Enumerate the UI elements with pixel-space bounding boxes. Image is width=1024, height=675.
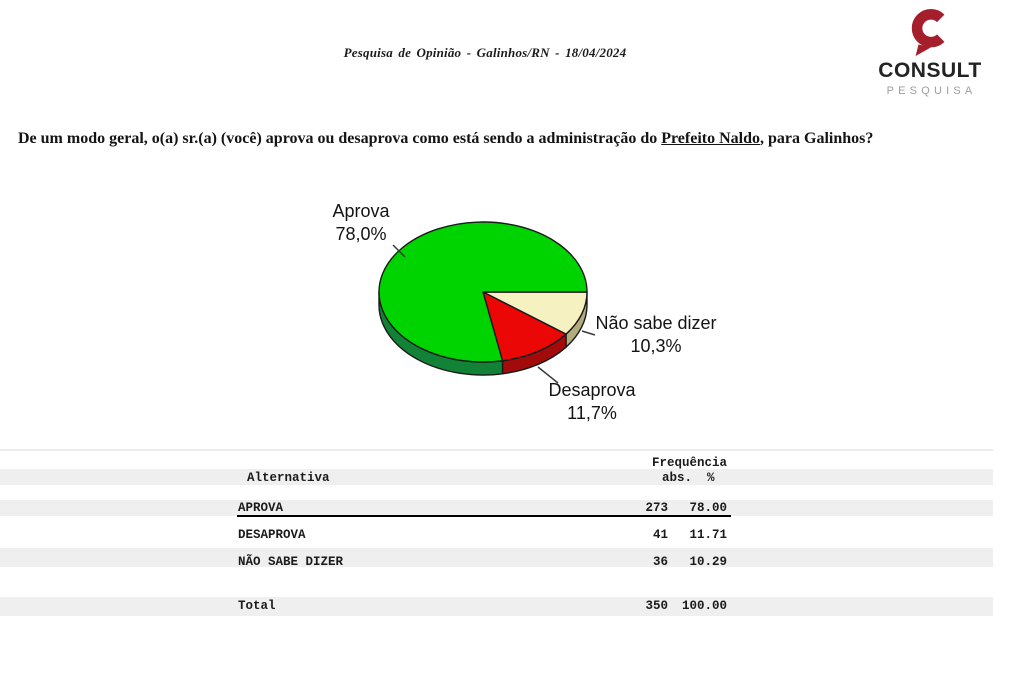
row-aprova-label: APROVA bbox=[238, 501, 284, 515]
row-nao-sabe-label: NÃO SABE DIZER bbox=[238, 555, 344, 569]
row-desaprova-pct: 11.71 bbox=[689, 528, 727, 542]
pie-slice-aprova bbox=[378, 221, 588, 363]
logo-name: CONSULT bbox=[878, 59, 982, 82]
question-suffix: , para Galinhos? bbox=[760, 130, 874, 147]
pie-label-desaprova: Desaprova 11,7% bbox=[538, 379, 646, 425]
table-row-stripe-total bbox=[0, 597, 993, 616]
pie-label-aprova-pct: 78,0% bbox=[335, 224, 387, 244]
pie-side-aprova bbox=[378, 291, 504, 376]
pie-label-desaprova-text: Desaprova bbox=[548, 380, 636, 400]
row-nao-sabe-pct: 10.29 bbox=[689, 555, 727, 569]
pie-side-nao-sabe-dizer bbox=[565, 291, 588, 348]
survey-question: De um modo geral, o(a) sr.(a) (você) apr… bbox=[18, 130, 1018, 148]
row-nao-sabe-abs: 36 bbox=[652, 555, 668, 569]
pie-label-nao-sabe-dizer-pct: 10,3% bbox=[630, 336, 682, 356]
pie-label-aprova: Aprova 78,0% bbox=[314, 200, 408, 246]
table-top-rule bbox=[0, 449, 993, 451]
col-header-abs: abs. bbox=[662, 471, 693, 485]
row-desaprova-label: DESAPROVA bbox=[238, 528, 306, 542]
col-header-alternativa: Alternativa bbox=[247, 471, 330, 485]
document-header-title: Pesquisa de Opinião - Galinhos/RN - 18/0… bbox=[343, 45, 627, 60]
pie-label-aprova-text: Aprova bbox=[332, 201, 390, 221]
table-row-stripe-aprova bbox=[0, 500, 993, 516]
row-desaprova-abs: 41 bbox=[652, 528, 668, 542]
col-header-pct: % bbox=[707, 471, 715, 485]
aprova-row-underline bbox=[237, 515, 731, 517]
row-total-label: Total bbox=[238, 599, 276, 613]
table-header-stripe bbox=[0, 469, 993, 485]
col-group-frequencia: Frequência bbox=[652, 456, 728, 470]
pie-label-desaprova-pct: 11,7% bbox=[567, 403, 617, 423]
logo-tagline: PESQUISA bbox=[886, 85, 977, 97]
pie-label-nao-sabe-dizer: Não sabe dizer 10,3% bbox=[586, 312, 726, 358]
row-aprova-abs: 273 bbox=[645, 501, 668, 515]
consult-c-icon bbox=[911, 9, 945, 56]
row-aprova-pct: 78.00 bbox=[689, 501, 727, 515]
pie-label-nao-sabe-dizer-text: Não sabe dizer bbox=[595, 313, 717, 333]
row-total-pct: 100.00 bbox=[681, 599, 727, 613]
question-prefix: De um modo geral, o(a) sr.(a) (você) apr… bbox=[18, 130, 662, 147]
table-row-stripe-nao-sabe bbox=[0, 548, 993, 567]
question-emphasis: Prefeito Naldo bbox=[661, 130, 761, 147]
pie-slice-desaprova bbox=[482, 291, 567, 362]
row-total-abs: 350 bbox=[645, 599, 668, 613]
pie-slice-nao-sabe-dizer bbox=[482, 291, 588, 335]
consult-logo: CONSULT PESQUISA bbox=[862, 8, 998, 97]
leader-aprova bbox=[392, 244, 406, 258]
pie-side-desaprova bbox=[501, 333, 567, 375]
